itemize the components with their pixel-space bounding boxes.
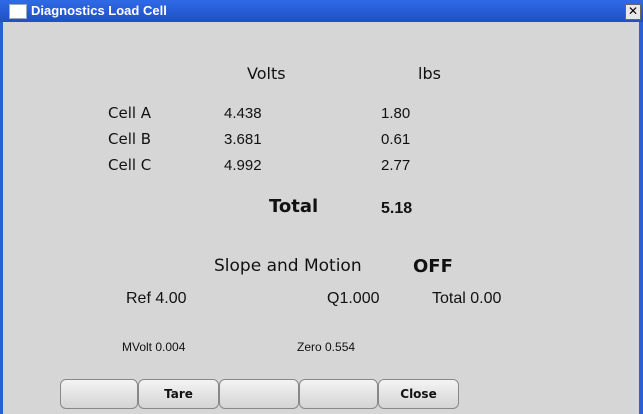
row-label: Cell B (108, 130, 152, 148)
mvolt-value: MVolt 0.004 (122, 340, 186, 354)
header-lbs: lbs (418, 64, 441, 83)
volts-value: 4.438 (224, 105, 262, 122)
lbs-value: 0.61 (381, 131, 411, 148)
total-status: Total 0.00 (432, 290, 502, 307)
row-label: Cell C (108, 156, 152, 174)
close-x-button[interactable]: ✕ (625, 4, 641, 20)
blank-button[interactable] (219, 379, 299, 409)
title-bar: Diagnostics Load Cell ✕ (0, 0, 643, 22)
blank-button[interactable] (299, 379, 378, 409)
slope-motion-label: Slope and Motion (214, 256, 362, 276)
ref-value: Ref 4.00 (126, 290, 187, 307)
close-button[interactable]: Close (378, 379, 459, 409)
lbs-value: 2.77 (381, 157, 411, 174)
volts-value: 4.992 (224, 157, 262, 174)
tare-button[interactable]: Tare (138, 379, 219, 409)
window-icon (9, 4, 27, 19)
slope-motion-status: OFF (413, 256, 453, 277)
window-body: Volts lbs Cell A 4.438 1.80 Cell B 3.681… (3, 22, 639, 414)
blank-button[interactable] (60, 379, 138, 409)
lbs-value: 1.80 (381, 105, 411, 122)
header-volts: Volts (247, 64, 286, 83)
row-label: Cell A (108, 104, 152, 122)
window-title: Diagnostics Load Cell (31, 3, 167, 18)
q-value: Q1.000 (327, 290, 380, 307)
total-label: Total (269, 196, 319, 217)
total-value: 5.18 (381, 200, 413, 217)
volts-value: 3.681 (224, 131, 262, 148)
zero-value: Zero 0.554 (297, 340, 356, 354)
